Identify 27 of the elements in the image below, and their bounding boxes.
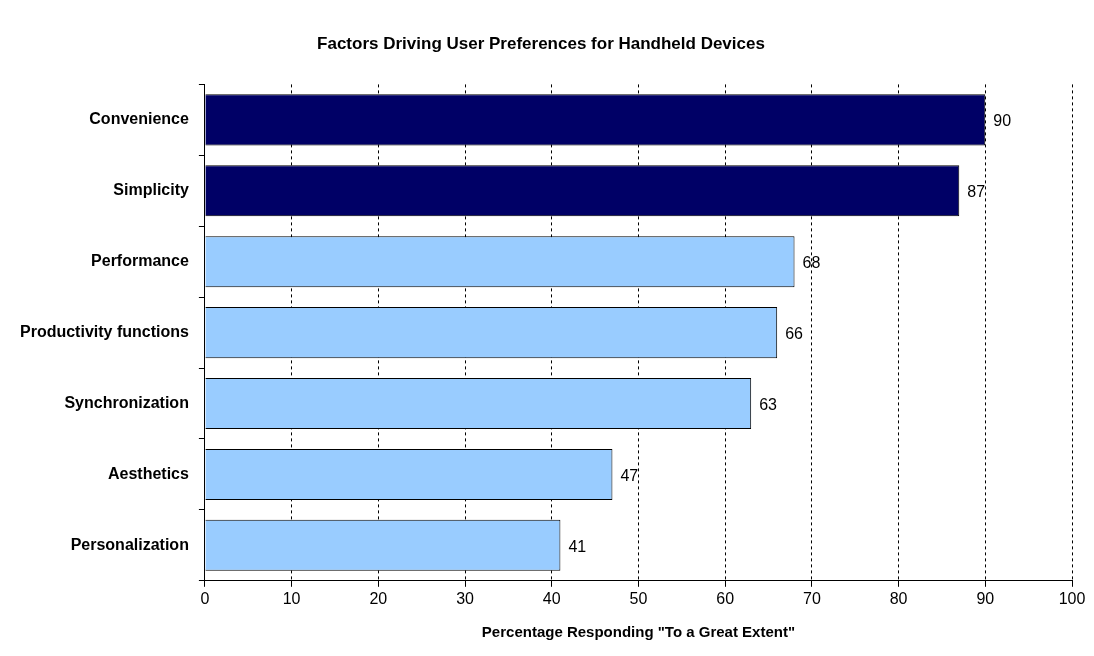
x-axis-title: Percentage Responding "To a Great Extent" [481, 623, 796, 641]
y-tick-label: Convenience [89, 110, 189, 128]
chart-title: Factors Driving User Preferences for Handheld Devices [317, 33, 765, 53]
y-tick-label: Aesthetics [107, 464, 189, 482]
data-label: 66 [785, 325, 804, 343]
x-tick-label: 100 [1058, 589, 1086, 607]
data-label: 63 [759, 395, 778, 413]
x-tick-label: 80 [889, 589, 908, 607]
y-tick-label: Performance [91, 252, 189, 270]
data-label: 47 [620, 466, 639, 484]
data-label: 68 [802, 254, 821, 272]
x-tick-label: 70 [802, 589, 821, 607]
y-tick-label: Synchronization [64, 393, 189, 411]
x-tick-label: 50 [629, 589, 648, 607]
x-tick-label: 60 [716, 589, 735, 607]
y-tick-label: Productivity functions [19, 323, 189, 341]
y-tick-label: Simplicity [113, 181, 189, 199]
data-label: 90 [993, 112, 1012, 130]
x-tick-label: 20 [369, 589, 388, 607]
x-tick-label: 40 [542, 589, 561, 607]
x-tick-label: 90 [976, 589, 995, 607]
x-tick-label: 0 [200, 589, 210, 607]
x-tick-label: 30 [456, 589, 475, 607]
x-tick-label: 10 [282, 589, 301, 607]
y-tick-label: Personalization [70, 535, 189, 553]
data-label: 87 [967, 183, 986, 201]
data-label: 41 [568, 537, 587, 555]
